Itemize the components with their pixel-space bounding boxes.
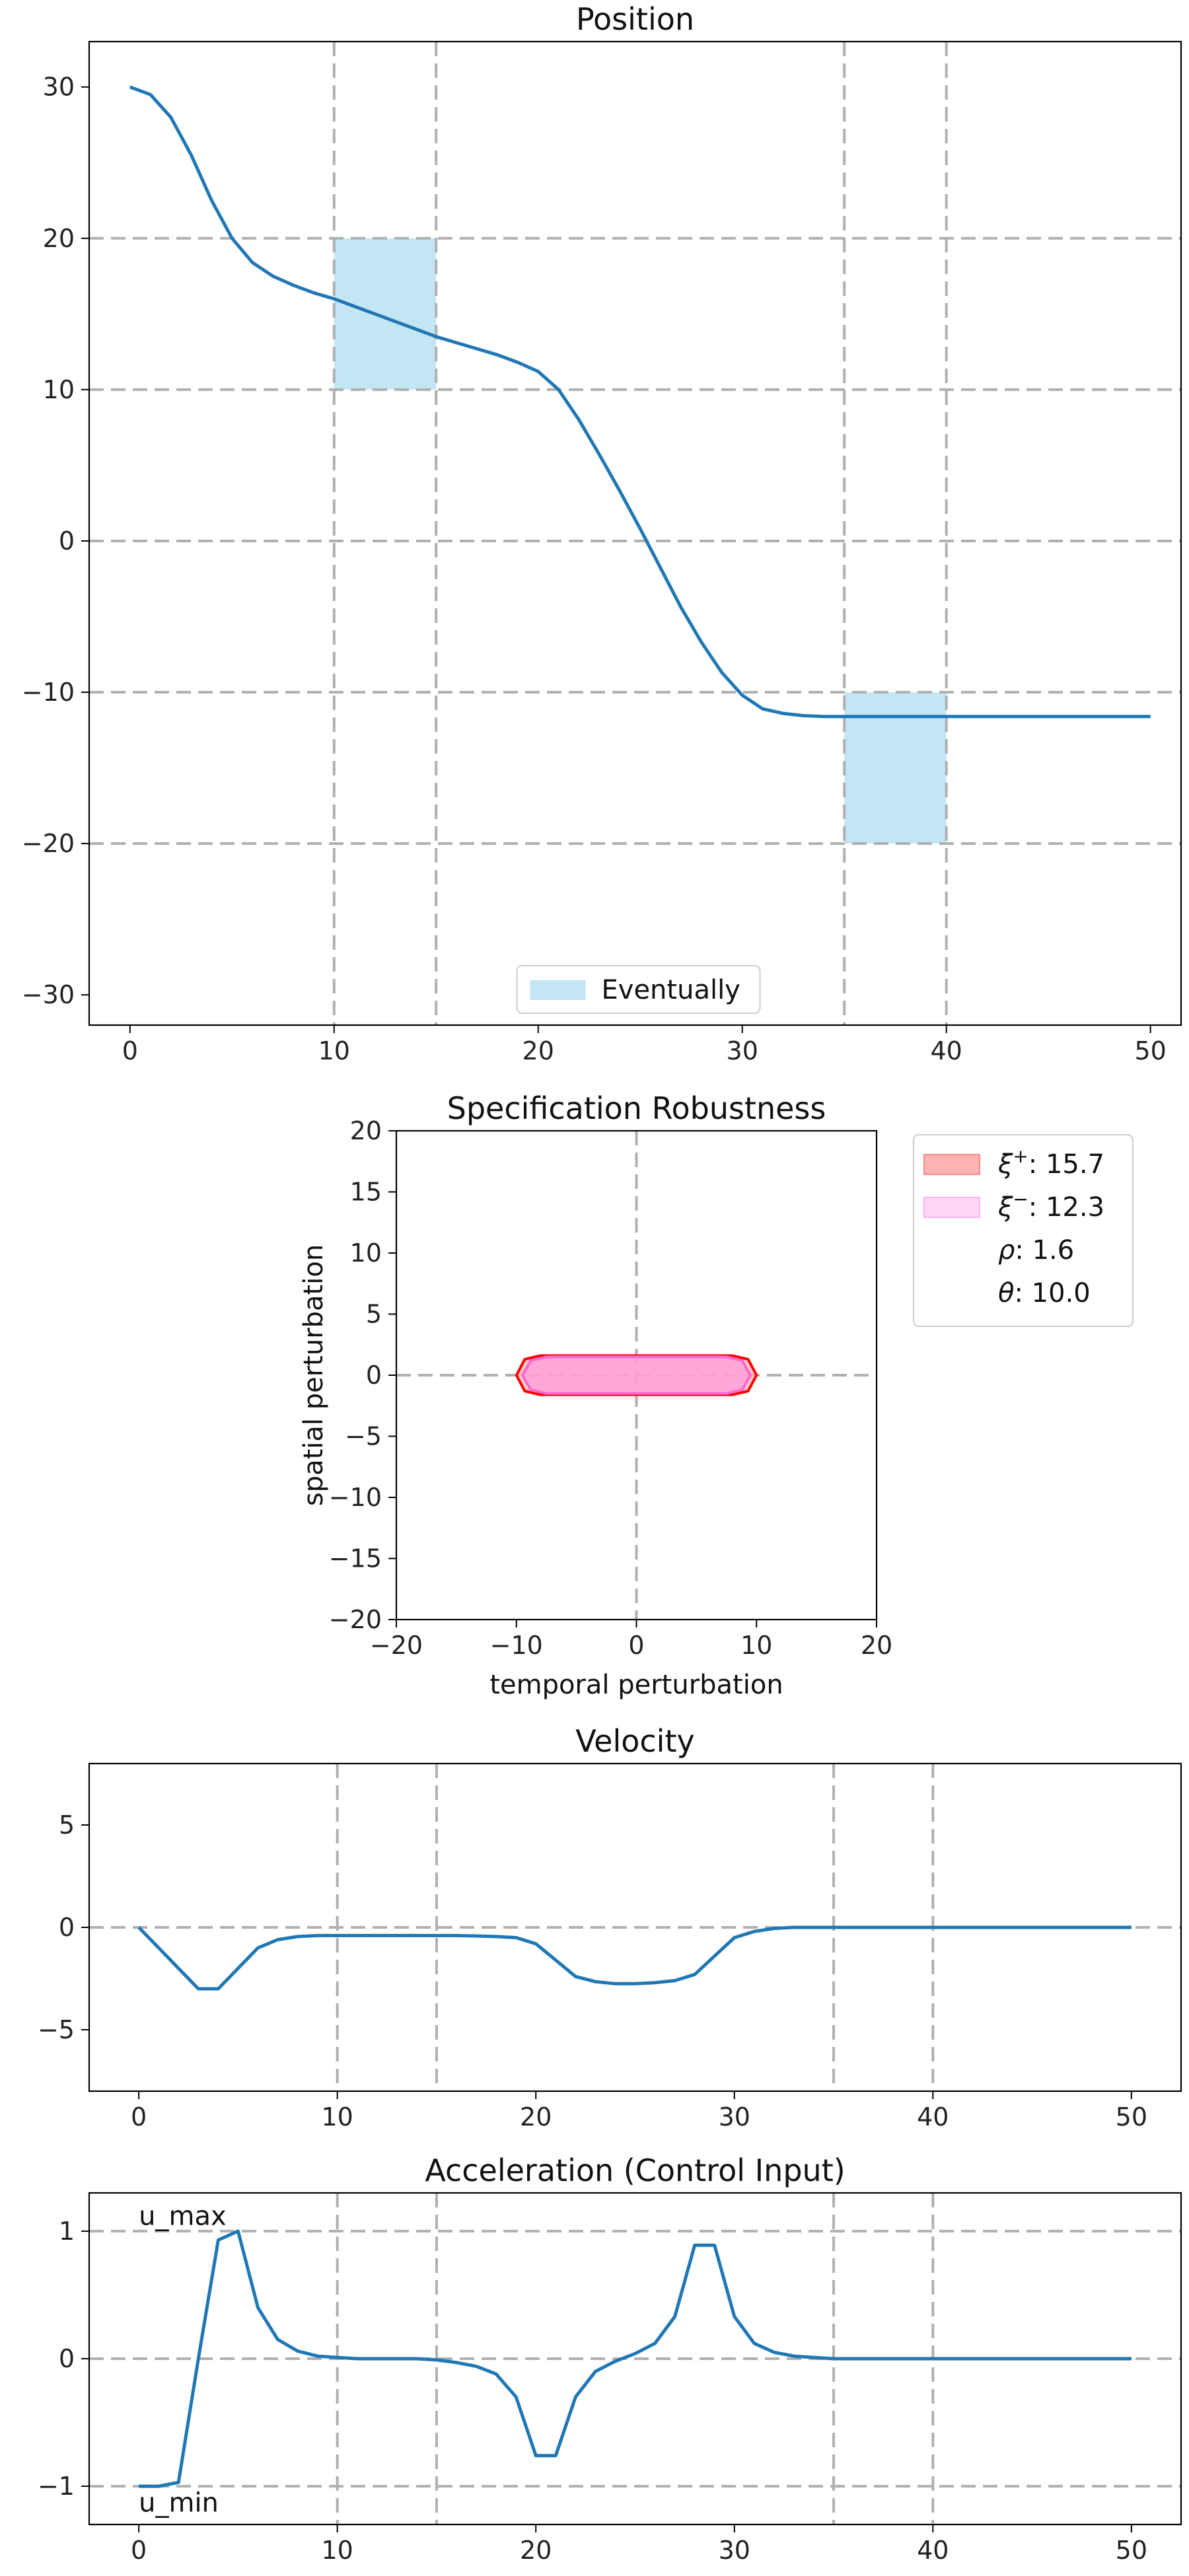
- robustness-polygon-xi-minus: [521, 1355, 752, 1395]
- eventually-region: [334, 238, 437, 390]
- y-tick-label: 15: [350, 1178, 382, 1207]
- y-tick-label: −1: [38, 2472, 75, 2501]
- acceleration-chart: Acceleration (Control Input)0 10 20 30 40 50−…: [38, 2153, 1182, 2565]
- legend-value: : 10.0: [1014, 1278, 1090, 1308]
- legend-value: : 15.7: [1028, 1149, 1104, 1180]
- x-tick-label: 20: [522, 1036, 554, 1065]
- legend-box: [913, 1134, 1134, 1327]
- chart-title: Acceleration (Control Input): [425, 2153, 845, 2188]
- y-tick-label: 0: [366, 1361, 382, 1390]
- chart-title: Velocity: [575, 1723, 694, 1759]
- y-tick-label: −30: [22, 980, 75, 1009]
- legend-symbol: θ: [998, 1278, 1014, 1308]
- x-tick-label: 20: [520, 2102, 552, 2131]
- legend-entry: θ: 10.0: [998, 1278, 1091, 1308]
- x-tick-label: 20: [520, 2536, 552, 2565]
- legend-superscript: −: [1013, 1188, 1028, 1210]
- x-tick-label: 30: [719, 2536, 750, 2565]
- x-tick-label: 0: [628, 1631, 644, 1660]
- series-line: [137, 1925, 1132, 1991]
- legend-value: : 12.3: [1028, 1192, 1104, 1223]
- y-tick-label: 5: [366, 1300, 382, 1329]
- x-tick-label: 50: [1116, 2102, 1147, 2131]
- legend-entry: ξ−: 12.3: [997, 1188, 1104, 1223]
- x-tick-label: 40: [917, 2536, 949, 2565]
- x-tick-label: −10: [490, 1631, 543, 1660]
- annotation-u-min: u_min: [139, 2488, 219, 2519]
- legend-entry: ρ: 1.6: [998, 1235, 1074, 1266]
- x-tick-label: 10: [318, 1036, 350, 1065]
- x-tick-label: 0: [122, 1036, 138, 1065]
- x-tick-label: 0: [131, 2102, 147, 2131]
- legend-swatch: [923, 1197, 980, 1218]
- legend-symbol: ρ: [998, 1235, 1015, 1266]
- y-axis-label: spatial perturbation: [299, 1244, 329, 1506]
- y-tick-label: 10: [350, 1238, 382, 1268]
- y-tick-label: −15: [329, 1544, 382, 1573]
- x-tick-label: 30: [727, 1036, 758, 1065]
- velocity-chart: Velocity 0 10 20 30 40 50 −5 0 5: [38, 1723, 1182, 2131]
- x-tick-label: 50: [1134, 1036, 1166, 1065]
- y-tick-label: 20: [43, 224, 75, 253]
- y-tick-label: 5: [59, 1810, 75, 1840]
- legend-symbol: ξ: [997, 1149, 1013, 1180]
- legend-entry: ξ+: 15.7: [997, 1145, 1104, 1180]
- x-tick-label: 10: [322, 2536, 353, 2565]
- x-tick-label: 0: [131, 2536, 147, 2565]
- legend-box: [516, 965, 761, 1014]
- x-tick-label: 40: [931, 1036, 962, 1065]
- y-tick-label: 1: [59, 2217, 75, 2246]
- y-tick-label: −20: [329, 1605, 382, 1634]
- y-tick-label: −20: [22, 829, 75, 858]
- x-tick-label: 10: [322, 2102, 353, 2131]
- y-tick-label: −10: [329, 1483, 382, 1512]
- legend-symbol: ξ: [997, 1192, 1013, 1223]
- chart-title: Position: [576, 1, 694, 37]
- y-tick-label: 0: [59, 1913, 75, 1942]
- y-tick-label: 20: [350, 1116, 382, 1145]
- position-chart: Position 0 10 20 30 40 50 −30 −20 −10 0 10 20 30 Event…: [22, 1, 1182, 1065]
- series-line: [139, 2229, 1132, 2488]
- legend-swatch: [530, 980, 586, 1000]
- legend-value: : 1.6: [1015, 1235, 1074, 1266]
- y-tick-label: 10: [43, 375, 75, 404]
- x-axis-label: temporal perturbation: [489, 1670, 783, 1700]
- x-tick-label: 50: [1116, 2536, 1147, 2565]
- axes-frame: [88, 40, 1182, 1026]
- x-tick-label: 20: [861, 1631, 892, 1660]
- annotation-u-max: u_max: [139, 2201, 226, 2231]
- x-tick-label: 10: [740, 1631, 772, 1660]
- legend-superscript: +: [1013, 1145, 1028, 1167]
- y-tick-label: −10: [22, 678, 75, 707]
- y-tick-label: 0: [59, 526, 75, 555]
- x-tick-label: 40: [917, 2102, 949, 2131]
- y-tick-label: −5: [345, 1422, 382, 1451]
- legend-label: Eventually: [602, 975, 740, 1005]
- y-tick-label: −5: [38, 2015, 75, 2044]
- y-tick-label: 0: [59, 2344, 75, 2373]
- x-tick-label: −20: [370, 1631, 423, 1660]
- robustness-chart: Specification Robustness−20 −10 0 10 20−20−1…: [299, 1091, 1134, 1700]
- x-tick-label: 30: [719, 2102, 750, 2131]
- series-line: [129, 85, 1151, 719]
- y-tick-label: 30: [43, 73, 75, 102]
- chart-title: Specification Robustness: [447, 1091, 826, 1126]
- legend-swatch: [923, 1154, 980, 1175]
